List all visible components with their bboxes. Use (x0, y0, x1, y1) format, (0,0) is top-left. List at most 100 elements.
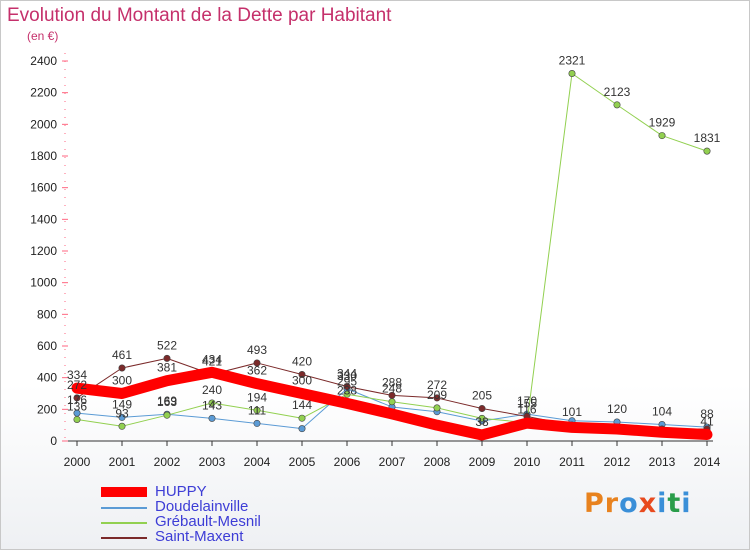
y-tick-label: 400 (37, 371, 57, 385)
data-point-gr-bault-mesnil (703, 147, 711, 155)
x-tick-label: 2013 (649, 455, 676, 469)
proxiti-logo: Proxiti (584, 488, 692, 519)
data-point-gr-bault-mesnil (343, 390, 351, 398)
data-label-gr-bault-mesnil: 116 (517, 403, 536, 417)
legend-swatch-saint-maxent (101, 537, 147, 539)
data-point-saint-maxent (253, 359, 261, 367)
y-tick-label: 800 (37, 307, 57, 321)
data-label-huppy: 434 (202, 352, 222, 366)
y-tick-label: 1400 (30, 212, 57, 226)
data-label-saint-maxent: 420 (292, 355, 312, 369)
y-tick-label: 1000 (30, 276, 57, 290)
data-point-saint-maxent (118, 364, 126, 372)
data-label-gr-bault-mesnil: 209 (427, 388, 447, 402)
data-point-huppy (522, 418, 532, 429)
data-point-huppy (252, 378, 262, 389)
data-label-doudelainville: 111 (248, 403, 267, 417)
data-point-gr-bault-mesnil (253, 406, 261, 414)
y-tick-label: 1200 (30, 244, 57, 258)
data-point-huppy (567, 422, 577, 433)
y-tick-label: 600 (37, 339, 57, 353)
data-label-saint-maxent: 272 (427, 378, 447, 392)
data-point-saint-maxent (163, 354, 171, 362)
y-tick-label: 2200 (30, 86, 57, 100)
data-label-gr-bault-mesnil: 144 (292, 398, 312, 412)
data-label-huppy: 334 (67, 368, 87, 382)
data-label-huppy: 300 (292, 374, 312, 388)
data-label-huppy: 300 (112, 374, 132, 388)
data-label-doudelainville: 120 (607, 402, 627, 416)
data-label-saint-maxent: 205 (472, 389, 492, 403)
data-point-saint-maxent (478, 405, 486, 413)
data-label-gr-bault-mesnil: 295 (337, 374, 357, 388)
data-label-saint-maxent: 155 (517, 396, 537, 410)
data-point-huppy (477, 429, 487, 440)
x-tick-label: 2008 (424, 455, 451, 469)
data-point-huppy (702, 429, 712, 440)
data-point-gr-bault-mesnil (163, 411, 171, 419)
data-label-saint-maxent: 493 (247, 343, 267, 357)
data-label-doudelainville: 88 (700, 407, 714, 421)
data-label-huppy: 38 (475, 415, 489, 429)
x-tick-label: 2009 (469, 455, 496, 469)
data-label-gr-bault-mesnil: 248 (382, 382, 402, 396)
data-label-saint-maxent: 272 (67, 378, 87, 392)
data-point-gr-bault-mesnil (208, 399, 216, 407)
data-point-gr-bault-mesnil (433, 404, 441, 412)
data-point-gr-bault-mesnil (388, 398, 396, 406)
data-point-doudelainville (118, 413, 126, 421)
data-point-doudelainville (298, 425, 306, 433)
x-tick-label: 2000 (64, 455, 91, 469)
x-tick-label: 2012 (604, 455, 631, 469)
data-point-huppy (657, 427, 667, 438)
data-point-huppy (162, 375, 172, 386)
data-label-huppy: 381 (157, 361, 177, 375)
legend-swatch-doudelainville (101, 507, 147, 509)
data-point-huppy (612, 423, 622, 434)
data-label-doudelainville: 143 (202, 398, 222, 412)
data-label-saint-maxent: 461 (112, 348, 132, 362)
y-tick-label: 2400 (30, 54, 57, 68)
data-point-saint-maxent (433, 394, 441, 402)
legend-swatch-grebault-mesnil (101, 522, 147, 524)
x-tick-label: 2001 (109, 455, 136, 469)
data-label-doudelainville: 176 (67, 393, 87, 407)
y-tick-label: 0 (50, 434, 57, 448)
data-label-huppy: 362 (247, 364, 267, 378)
data-point-huppy (387, 408, 397, 419)
data-label-gr-bault-mesnil: 136 (67, 399, 87, 413)
data-label-gr-bault-mesnil: 2123 (604, 85, 631, 99)
data-label-saint-maxent: 421 (202, 354, 222, 368)
data-point-huppy (72, 383, 82, 394)
chart-title: Evolution du Montant de la Dette par Hab… (7, 5, 392, 26)
y-tick-label: 2000 (30, 117, 57, 131)
data-point-huppy (342, 398, 352, 409)
y-tick-label: 1600 (30, 181, 57, 195)
data-label-gr-bault-mesnil: 240 (202, 383, 222, 397)
data-point-gr-bault-mesnil (118, 422, 126, 430)
legend-swatch-huppy (101, 487, 147, 497)
data-label-saint-maxent: 101 (562, 405, 582, 419)
data-point-saint-maxent (343, 383, 351, 391)
data-label-gr-bault-mesnil: 1831 (694, 131, 721, 145)
x-tick-label: 2005 (289, 455, 316, 469)
y-tick-label: 1800 (30, 149, 57, 163)
data-label-gr-bault-mesnil: 163 (157, 395, 177, 409)
data-label-gr-bault-mesnil: 1929 (649, 116, 676, 130)
chart-unit-subtitle: (en €) (27, 29, 59, 43)
legend-label-doudelainville: Doudelainville (155, 498, 249, 515)
data-point-doudelainville (253, 419, 261, 427)
x-tick-label: 2010 (514, 455, 541, 469)
data-point-gr-bault-mesnil (478, 414, 486, 422)
legend-label-saint-maxent: Saint-Maxent (155, 528, 244, 545)
data-point-saint-maxent (388, 391, 396, 399)
data-label-saint-maxent: 344 (337, 367, 357, 381)
x-tick-label: 2014 (694, 455, 721, 469)
data-label-gr-bault-mesnil: 93 (115, 406, 129, 420)
data-label-doudelainville: 170 (517, 394, 537, 408)
data-point-doudelainville (208, 414, 216, 422)
data-point-gr-bault-mesnil (658, 132, 666, 140)
x-tick-label: 2002 (154, 455, 181, 469)
